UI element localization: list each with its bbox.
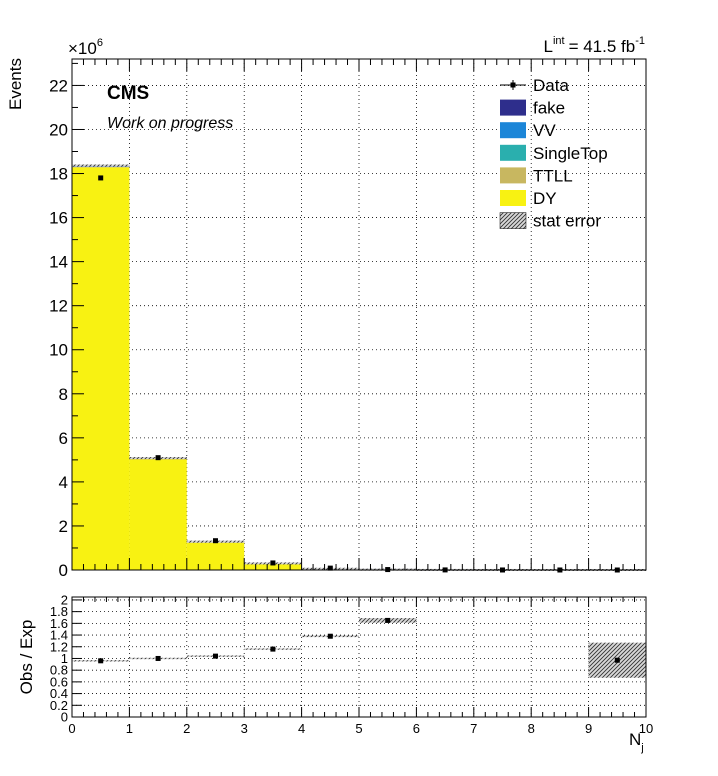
ratio-points bbox=[98, 617, 620, 664]
ratio-x-tick-label: 6 bbox=[413, 721, 420, 736]
legend-stat-error-swatch bbox=[499, 212, 527, 229]
lumi-label: Lint = 41.5 fb-1 bbox=[543, 35, 645, 56]
ratio-axis-ticks: 00.20.40.60.811.21.41.61.820 1 2 3 4 5 6 7 8 9 10 bbox=[50, 592, 653, 736]
legend-swatch-ttll bbox=[500, 167, 526, 184]
main-axis-ticks: 0 2 4 6 8 10 12 14 16 18 20 22 bbox=[49, 59, 647, 580]
ratio-y-tick-label: 0 bbox=[61, 710, 68, 725]
legend: Data fake VV SingleTop TTLL DY stat error bbox=[499, 76, 608, 231]
legend-swatch-dy bbox=[500, 190, 526, 206]
legend-swatch-vv bbox=[500, 122, 526, 139]
ratio-x-tick-label: 1 bbox=[126, 721, 133, 736]
legend-label: TTLL bbox=[533, 166, 573, 185]
cms-sublabel: Work on progress bbox=[107, 115, 233, 132]
ratio-stat-error-bands bbox=[72, 618, 646, 678]
ratio-y-axis-label: Obs / Exp bbox=[17, 620, 36, 695]
y-tick-label: 20 bbox=[49, 120, 68, 139]
y-tick-label: 10 bbox=[49, 341, 68, 360]
y-tick-label: 4 bbox=[59, 473, 68, 492]
data-point bbox=[98, 175, 104, 181]
legend-label: DY bbox=[533, 189, 557, 208]
ratio-y-tick-label: 1.2 bbox=[50, 639, 68, 654]
bar-dy bbox=[129, 459, 187, 570]
y-tick-label: 18 bbox=[49, 165, 68, 184]
ratio-y-tick-label: 0.6 bbox=[50, 674, 68, 689]
data-point bbox=[270, 560, 276, 566]
ratio-x-tick-label: 3 bbox=[241, 721, 248, 736]
cms-label: CMS bbox=[107, 83, 149, 104]
ratio-x-tick-label: 5 bbox=[355, 721, 362, 736]
ratio-point bbox=[385, 617, 391, 623]
ratio-x-tick-label: 8 bbox=[528, 721, 535, 736]
ratio-x-tick-label: 2 bbox=[183, 721, 190, 736]
ratio-y-tick-label: 0.4 bbox=[50, 686, 68, 701]
ratio-point bbox=[327, 633, 333, 639]
ratio-x-tick-label: 10 bbox=[639, 721, 653, 736]
ratio-x-tick-label: 4 bbox=[298, 721, 305, 736]
y-tick-label: 8 bbox=[59, 385, 68, 404]
legend-swatch-singletop bbox=[500, 144, 526, 161]
ratio-x-tick-label: 9 bbox=[585, 721, 592, 736]
ratio-x-tick-label: 7 bbox=[470, 721, 477, 736]
legend-label: stat error bbox=[533, 212, 601, 231]
data-point bbox=[327, 565, 333, 571]
ratio-y-tick-label: 2 bbox=[61, 592, 68, 607]
stat-error-band bbox=[72, 164, 130, 167]
y-tick-label: 2 bbox=[59, 517, 68, 536]
y-tick-label: 14 bbox=[49, 253, 68, 272]
legend-swatch-fake bbox=[500, 99, 526, 116]
legend-label: Data bbox=[533, 76, 569, 95]
data-point bbox=[155, 455, 161, 461]
y-axis-label: Events bbox=[6, 58, 25, 110]
y-tick-label: 0 bbox=[59, 561, 68, 580]
ratio-y-tick-label: 1.6 bbox=[50, 616, 68, 631]
ratio-y-tick-label: 0.2 bbox=[50, 698, 68, 713]
bar-dy bbox=[244, 564, 302, 570]
ratio-point bbox=[270, 646, 276, 652]
legend-label: fake bbox=[533, 99, 565, 118]
bar-dy bbox=[72, 167, 130, 570]
ratio-y-tick-label: 0.8 bbox=[50, 663, 68, 678]
ratio-y-tick-label: 1 bbox=[61, 651, 68, 666]
ratio-point bbox=[155, 655, 161, 661]
bar-dy bbox=[186, 542, 245, 570]
y-tick-label: 22 bbox=[49, 76, 68, 95]
ratio-point bbox=[614, 657, 620, 663]
ratio-x-tick-label: 0 bbox=[68, 721, 75, 736]
legend-data-marker bbox=[510, 82, 516, 88]
legend-label: VV bbox=[533, 121, 556, 140]
ratio-point bbox=[98, 658, 104, 664]
y-tick-label: 16 bbox=[49, 209, 68, 228]
ratio-y-tick-label: 1.4 bbox=[50, 628, 68, 643]
legend-label: SingleTop bbox=[533, 144, 608, 163]
y-exponent: ×106 bbox=[68, 37, 103, 58]
data-point bbox=[213, 538, 218, 544]
ratio-point bbox=[213, 653, 218, 659]
ratio-y-tick-label: 1.8 bbox=[50, 604, 68, 619]
y-tick-label: 12 bbox=[49, 297, 68, 316]
ratio-x-axis-label: Nj bbox=[629, 730, 644, 754]
y-tick-label: 6 bbox=[59, 429, 68, 448]
